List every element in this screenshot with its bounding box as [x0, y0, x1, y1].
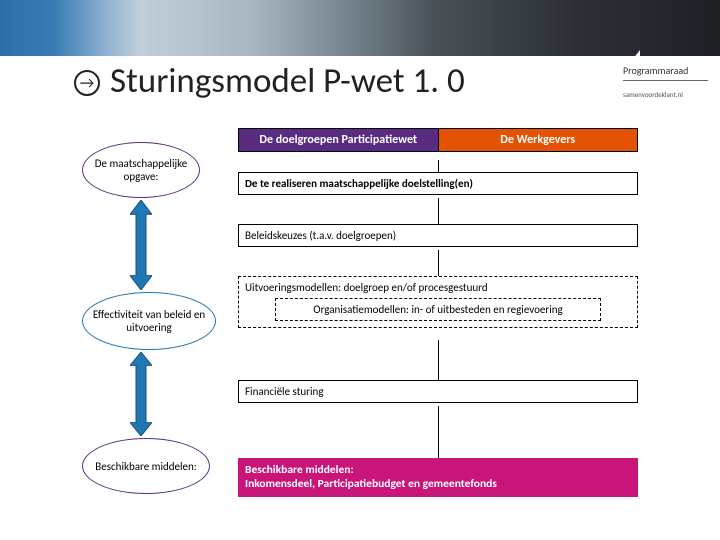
connector-line [438, 406, 439, 458]
connector-line [438, 340, 439, 380]
header-werkgevers: De Werkgevers [438, 128, 639, 152]
title-arrow-icon: → [74, 70, 100, 96]
box-goals: De te realiseren maatschappelijke doelst… [238, 172, 638, 195]
connector-line [438, 250, 439, 276]
page-title: Sturingsmodel P-wet 1. 0 [110, 60, 465, 102]
diagram: De maatschappelijke opgave: Effectivitei… [82, 128, 638, 520]
row-policy: Beleidskeuzes (t.a.v. doelgroepen) [238, 224, 638, 247]
ellipse-resources: Beschikbare middelen: [82, 438, 210, 494]
label-resources-1: Beschikbare middelen: [245, 463, 354, 477]
meta-program: Programmaraad [623, 64, 708, 81]
box-exec-models: Uitvoeringsmodellen: doelgroep en/of pro… [238, 276, 638, 328]
row-financial: Financiële sturing [238, 380, 638, 403]
ellipse-task: De maatschappelijke opgave: [82, 142, 200, 198]
double-arrow-icon [130, 352, 152, 436]
connector-line [438, 198, 439, 224]
title-bar: → Sturingsmodel P-wet 1. 0 [0, 56, 720, 116]
row-target-groups: De doelgroepen Participatiewet De Werkge… [238, 128, 638, 152]
label-resources-2: Inkomensdeel, Participatiebudget en geme… [245, 477, 497, 491]
ellipse-effectiveness: Effectiviteit van beleid en uitvoering [82, 292, 216, 350]
box-org-models: Organisatiemodellen: in- of uitbesteden … [275, 298, 601, 321]
header-diagonal [640, 0, 720, 62]
label-exec-models: Uitvoeringsmodellen: doelgroep en/of pro… [245, 281, 488, 294]
connector-line [438, 160, 439, 172]
double-arrow-icon [130, 200, 152, 290]
row-goals: De te realiseren maatschappelijke doelst… [238, 172, 638, 195]
header-meta: Programmaraad samenvoordeklant.nl [623, 64, 708, 100]
box-policy: Beleidskeuzes (t.a.v. doelgroepen) [238, 224, 638, 247]
row-resources: Beschikbare middelen: Inkomensdeel, Part… [238, 458, 638, 497]
meta-url: samenvoordeklant.nl [623, 90, 683, 99]
header-doelgroepen: De doelgroepen Participatiewet [238, 128, 438, 152]
row-models: Uitvoeringsmodellen: doelgroep en/of pro… [238, 276, 638, 328]
box-financial: Financiële sturing [238, 380, 638, 403]
box-resources: Beschikbare middelen: Inkomensdeel, Part… [238, 458, 638, 497]
